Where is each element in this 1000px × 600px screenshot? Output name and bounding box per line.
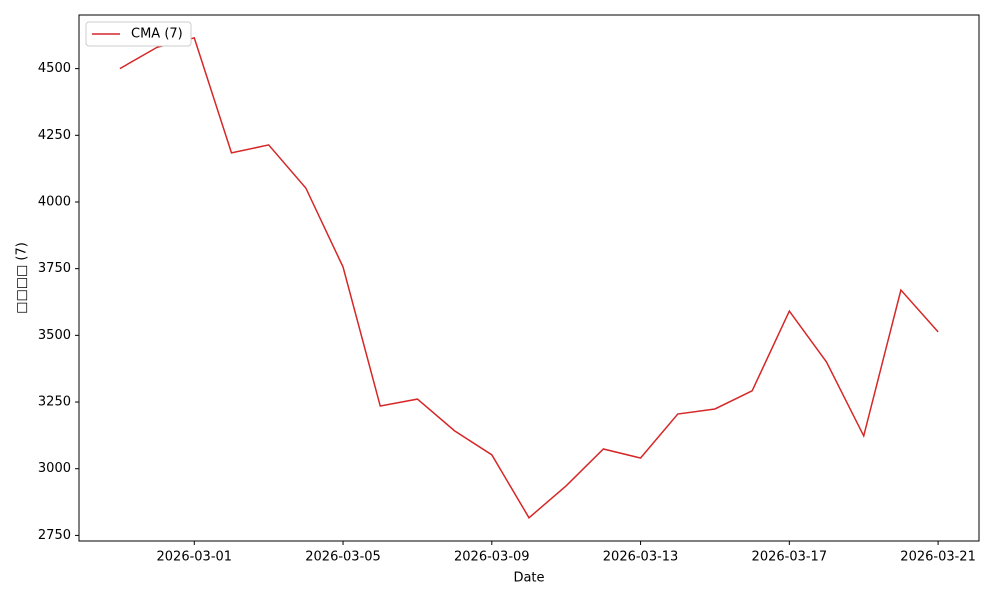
y-tick-label: 3250 <box>38 395 71 410</box>
y-tick-label: 2750 <box>38 528 71 543</box>
x-axis-label: Date <box>513 571 544 586</box>
y-tick-label: 3750 <box>38 261 71 276</box>
x-tick-label: 2026-03-17 <box>752 550 828 565</box>
x-tick-label: 2026-03-05 <box>305 550 381 565</box>
x-tick-label: 2026-03-09 <box>454 550 530 565</box>
y-tick-label: 3500 <box>38 328 71 343</box>
x-tick-label: 2026-03-21 <box>900 550 976 565</box>
y-tick-label: 3000 <box>38 461 71 476</box>
legend: CMA (7) <box>85 21 192 47</box>
x-tick-label: 2026-03-13 <box>603 550 679 565</box>
x-tick-label: 2026-03-01 <box>157 550 233 565</box>
plot-frame <box>78 14 980 542</box>
y-tick-label: 4000 <box>38 194 71 209</box>
legend-box <box>85 21 192 47</box>
y-tick-label: 4500 <box>38 61 71 76</box>
y-tick-label: 4250 <box>38 128 71 143</box>
data-line <box>119 37 939 519</box>
y-axis-label: □□□□ (7) <box>15 242 30 314</box>
legend-label: CMA (7) <box>131 27 183 42</box>
